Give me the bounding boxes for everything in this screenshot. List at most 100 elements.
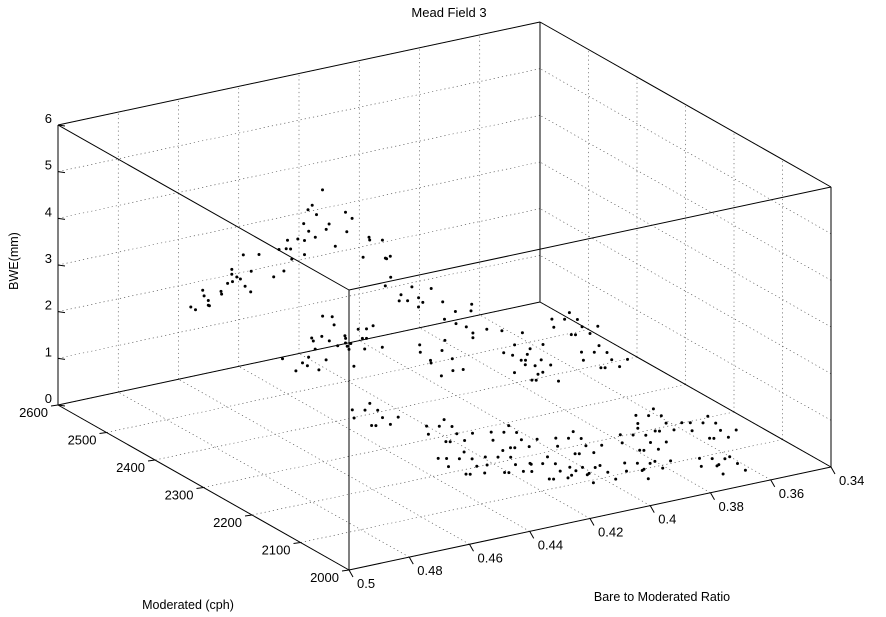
data-point: [714, 421, 718, 425]
data-points: [189, 188, 747, 485]
data-point: [303, 253, 306, 257]
data-point: [380, 238, 384, 242]
data-point: [606, 470, 610, 474]
data-point: [514, 463, 517, 467]
data-point: [349, 342, 353, 345]
data-point: [528, 347, 532, 351]
data-point: [235, 275, 239, 279]
data-point: [241, 253, 245, 257]
z-tick-label: 1: [45, 344, 52, 359]
y-tick-label: 2200: [213, 515, 242, 530]
data-point: [656, 447, 660, 451]
data-point: [189, 305, 193, 309]
data-point: [558, 469, 562, 473]
data-point: [443, 317, 446, 321]
data-point: [569, 333, 573, 337]
data-point: [343, 334, 347, 338]
data-point: [552, 477, 556, 481]
data-point: [625, 469, 628, 473]
data-point: [550, 317, 554, 321]
data-point: [272, 275, 276, 279]
data-point: [539, 358, 543, 362]
data-point: [603, 366, 607, 370]
data-point: [464, 472, 468, 476]
data-point: [575, 318, 579, 321]
z-tick-label: 5: [45, 158, 52, 173]
x-tick-label: 0.46: [478, 550, 503, 565]
data-point: [620, 441, 624, 445]
data-point: [470, 457, 474, 461]
grid-line: [539, 161, 832, 328]
data-point: [483, 471, 487, 475]
y-tick-mark: [147, 459, 156, 462]
x-axis-label: Bare to Moderated Ratio: [594, 590, 730, 604]
data-point: [363, 408, 367, 412]
data-point: [708, 436, 712, 440]
data-point: [706, 414, 710, 418]
data-point: [530, 378, 534, 382]
data-point: [631, 433, 635, 437]
data-point: [581, 358, 585, 362]
x-tick-mark: [770, 479, 776, 488]
data-point: [429, 361, 433, 365]
data-point: [710, 457, 714, 461]
data-point: [313, 347, 317, 351]
data-point: [406, 299, 410, 303]
x-tick-label: 0.4: [658, 512, 676, 527]
data-point: [521, 469, 525, 473]
data-point: [719, 428, 722, 432]
data-point: [421, 300, 425, 304]
data-point: [501, 449, 505, 452]
data-point: [429, 287, 433, 290]
data-point: [646, 477, 650, 481]
z-tick-mark: [57, 124, 66, 127]
data-point: [301, 361, 304, 365]
data-point: [600, 443, 604, 447]
data-point: [429, 358, 432, 362]
data-point: [470, 302, 474, 306]
data-point: [525, 352, 529, 356]
data-point: [659, 414, 663, 418]
data-point: [230, 267, 234, 271]
y-tick-mark: [196, 487, 204, 489]
data-point: [441, 300, 445, 304]
data-point: [336, 344, 340, 348]
data-point: [680, 421, 684, 425]
z-tick-mark: [57, 404, 66, 407]
z-tick-label: 2: [45, 298, 52, 313]
data-point: [317, 368, 321, 372]
data-point: [450, 357, 454, 361]
data-point: [410, 285, 414, 289]
x-tick-label: 0.42: [598, 525, 623, 540]
data-point: [439, 374, 443, 378]
data-point: [365, 336, 368, 340]
data-point: [507, 424, 511, 428]
data-point: [397, 299, 401, 303]
data-point: [442, 418, 446, 422]
data-point: [541, 370, 545, 374]
data-point: [634, 413, 638, 417]
data-point: [597, 344, 601, 348]
data-point: [471, 331, 475, 335]
z-tick-mark: [57, 311, 66, 314]
data-point: [321, 188, 324, 192]
data-point: [207, 304, 211, 308]
data-point: [417, 296, 421, 300]
data-point: [698, 456, 701, 460]
data-point: [533, 364, 537, 368]
data-point: [437, 424, 441, 428]
data-point: [370, 424, 374, 427]
x-tick-label: 0.48: [417, 563, 442, 578]
y-tick-mark: [341, 569, 350, 572]
data-point: [344, 341, 347, 345]
data-point: [475, 464, 479, 468]
data-point: [573, 452, 577, 456]
box-edge: [539, 21, 832, 188]
data-point: [281, 357, 284, 361]
data-point: [352, 416, 356, 420]
data-point: [277, 248, 281, 251]
data-point: [618, 433, 622, 437]
data-point: [574, 333, 577, 337]
grid-line: [539, 255, 832, 421]
data-point: [290, 257, 294, 261]
